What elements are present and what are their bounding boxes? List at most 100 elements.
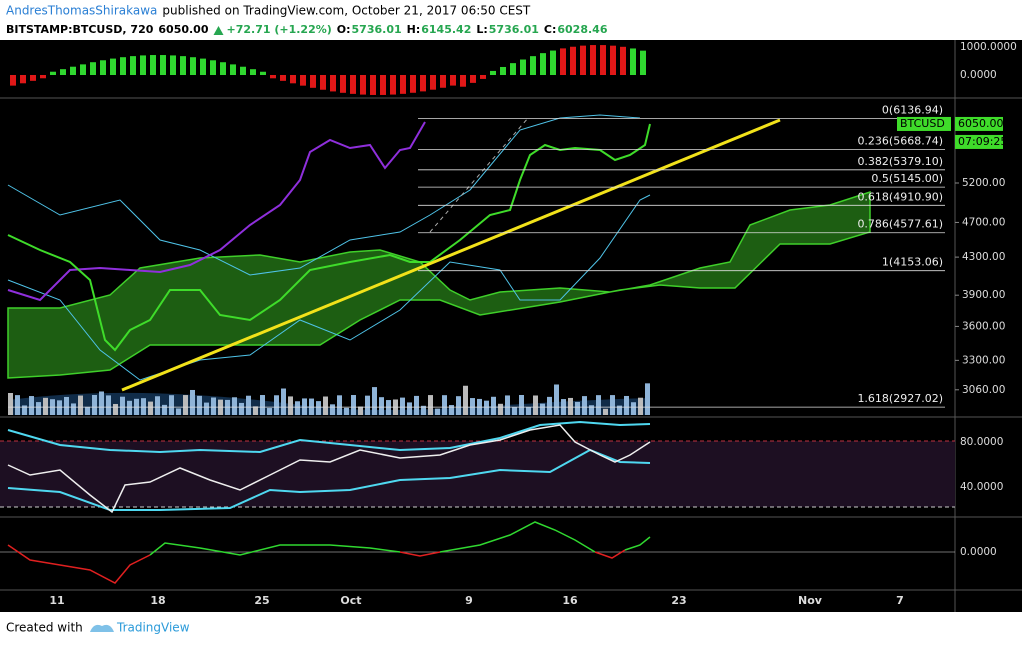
osc-positive <box>439 521 596 553</box>
fib-label: 0.236(5668.74) <box>857 134 943 147</box>
date-axis: 11 18 25 Oct 9 16 23 Nov 7 <box>49 594 903 607</box>
volume-bar <box>183 395 188 415</box>
volume-bar <box>337 395 342 415</box>
volume-bar <box>330 404 335 415</box>
volume-bar <box>71 403 76 415</box>
macd-bar <box>200 58 206 75</box>
macd-bar <box>60 69 66 75</box>
volume-bar <box>456 396 461 415</box>
macd-bar <box>240 66 246 75</box>
macd-bar <box>560 48 566 75</box>
volume-bar <box>64 396 69 415</box>
volume-bar <box>281 388 286 415</box>
volume-bar <box>442 395 447 415</box>
macd-bar <box>210 60 216 75</box>
change: +72.71 (+1.22%) <box>227 23 332 36</box>
indicator-axes: 1000.0000 0.0000 80.0000 40.0000 0.0000 <box>960 41 1017 558</box>
macd-bar <box>220 62 226 75</box>
volume-bar <box>295 401 300 415</box>
macd-bar <box>630 48 636 75</box>
last-price-label: 6050.00 <box>958 117 1004 130</box>
macd-bar <box>70 66 76 75</box>
volume-bar <box>239 402 244 415</box>
indicator-tick-label: 1000.0000 <box>960 41 1017 53</box>
bollinger-upper <box>7 114 641 276</box>
volume-bar <box>22 405 27 415</box>
volume-bar <box>491 396 496 415</box>
macd-bar <box>170 55 176 75</box>
tick-label: 4300.00 <box>962 251 1005 263</box>
fibonacci: 0(6136.94) 0.236(5668.74) 0.382(5379.10) 0.… <box>8 103 945 408</box>
bollinger-lower <box>7 194 651 381</box>
volume-bar <box>400 397 405 415</box>
tick-label: 3900.00 <box>962 289 1005 301</box>
macd-bar <box>150 55 156 75</box>
tick-label: 5200.00 <box>962 177 1005 189</box>
fib-label: 0.382(5379.10) <box>857 155 943 168</box>
tick-label: 3060.00 <box>962 384 1005 396</box>
price-line <box>7 123 651 352</box>
fib-label: 0.786(4577.61) <box>857 218 943 231</box>
footer-band <box>0 612 1022 645</box>
macd-bar <box>470 75 476 83</box>
macd-bar <box>380 75 386 95</box>
volume-bar <box>176 408 181 415</box>
volume-bar <box>407 402 412 415</box>
macd-bar <box>360 75 366 95</box>
footer-created: Created with <box>6 621 83 635</box>
volume-bar <box>631 402 636 415</box>
macd-bar <box>530 56 536 75</box>
volume-bar <box>351 395 356 415</box>
osc-positive <box>149 542 401 556</box>
macd-bar <box>430 75 436 90</box>
macd-bar <box>230 64 236 75</box>
ohlc-value: 6145.42 <box>421 23 471 36</box>
macd-bar <box>40 75 46 79</box>
ohlc-value: 5736.01 <box>352 23 402 36</box>
ohlc-key: C: <box>544 23 556 36</box>
volume-bar <box>169 395 174 415</box>
macd-bar <box>190 57 196 75</box>
ohlc-key: H: <box>407 23 421 36</box>
macd-bar <box>10 75 16 86</box>
macd-bar <box>20 75 26 84</box>
osc-negative <box>399 551 441 557</box>
macd-bar <box>30 75 36 81</box>
rsi-band-lower <box>7 448 651 511</box>
footer-brand[interactable]: TradingView <box>116 621 190 635</box>
volume-bar <box>498 403 503 415</box>
price-axis: 5200.00 4700.00 4300.00 3900.00 3600.00 3300.… <box>897 116 1007 396</box>
macd-bar <box>270 75 276 79</box>
volume-bar <box>85 406 90 415</box>
volume-bar <box>204 402 209 415</box>
author[interactable]: AndresThomasShirakawa <box>6 4 157 18</box>
macd-bar <box>580 45 586 75</box>
volume-bar <box>421 405 426 415</box>
volume-bar <box>246 395 251 415</box>
rsi-line <box>7 424 651 514</box>
macd-bar <box>330 75 336 92</box>
macd-histogram <box>10 45 646 95</box>
volume-bar <box>540 403 545 415</box>
volume-bar <box>36 402 41 415</box>
macd-bar <box>80 64 86 75</box>
symbol-tag <box>897 116 951 131</box>
volume-bar <box>596 395 601 415</box>
indicator-tick-label: 40.0000 <box>960 481 1003 493</box>
up-arrow <box>213 26 224 35</box>
date-label: 11 <box>49 594 64 607</box>
volume-bar <box>358 406 363 415</box>
volume-bar <box>547 396 552 415</box>
macd-bar <box>320 75 326 90</box>
volume-bar <box>638 397 643 415</box>
macd-bar <box>600 45 606 75</box>
macd-bar <box>500 66 506 75</box>
volume-bar <box>526 407 531 415</box>
trend-line <box>121 118 781 392</box>
symbol-tag-label: BTCUSD <box>900 117 945 130</box>
volume-bar <box>386 400 391 415</box>
date-label: Nov <box>798 594 823 607</box>
volume-bar <box>274 395 279 415</box>
macd-bar <box>590 45 596 75</box>
osc-negative <box>594 549 626 559</box>
